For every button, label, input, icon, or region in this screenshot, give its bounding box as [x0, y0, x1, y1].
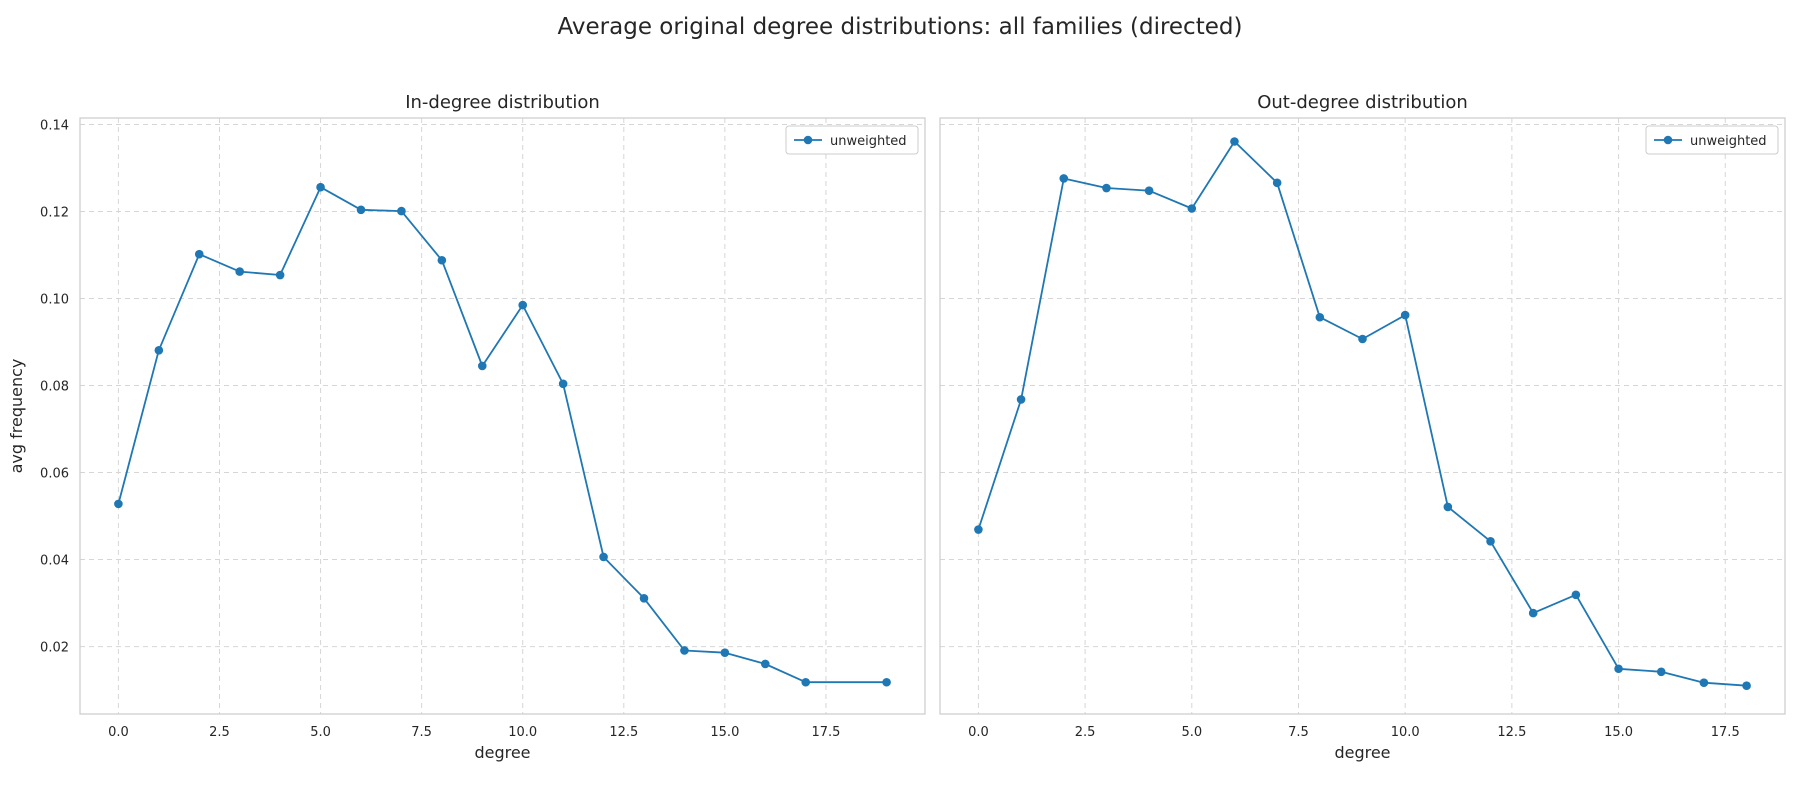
in-degree-data-point [477, 361, 487, 371]
out-degree-legend [1645, 125, 1779, 155]
in-degree-y-tick-label: 0.08 [40, 380, 69, 395]
out-degree-x-tick-label: 7.5 [1288, 725, 1309, 740]
in-degree-data-point [558, 379, 568, 389]
out-degree-x-tick-label: 10.0 [1391, 725, 1420, 740]
out-degree-data-point [1272, 178, 1282, 188]
out-degree-data-point [1358, 334, 1367, 344]
in-degree-data-point [720, 648, 730, 657]
in-degree-y-tick-label: 0.06 [40, 467, 69, 482]
out-degree-x-tick-label: 12.5 [1497, 725, 1526, 740]
in-degree-data-point [194, 249, 204, 259]
out-degree-data-point [1230, 137, 1239, 146]
out-degree-data-point [1187, 204, 1197, 213]
in-degree-data-point [356, 205, 366, 215]
in-degree-title: In-degree distribution [405, 92, 600, 113]
out-degree-axes-frame [939, 117, 1786, 715]
in-degree-data-point [599, 552, 608, 562]
in-degree-data-point [518, 300, 528, 310]
out-degree-data-point [1102, 183, 1111, 193]
in-degree-panel: 0.0 2.5 5.0 7.5 10.0 12.5 15.0 17.5 0.02 0.04 0.06… [7, 92, 926, 762]
out-degree-data-point [1614, 664, 1623, 674]
out-degree-panel: 0.0 2.5 5.0 7.5 10.0 12.5 15.0 17.5 Out-degree d… [939, 92, 1786, 762]
in-degree-y-tick-label: 0.14 [40, 119, 69, 134]
in-degree-legend [785, 125, 919, 155]
in-degree-data-point [397, 206, 406, 216]
in-degree-x-tick-label: 12.5 [609, 725, 638, 740]
in-degree-plot-area [80, 118, 925, 714]
in-degree-y-tick-label: 0.12 [40, 206, 69, 221]
out-degree-data-point [1742, 681, 1751, 691]
in-degree-x-tick-label: 10.0 [508, 725, 537, 740]
in-degree-x-tick-label: 17.5 [811, 725, 840, 740]
in-degree-data-point [760, 659, 770, 669]
in-degree-data-point [801, 677, 811, 687]
in-degree-x-tick-label: 5.0 [310, 725, 331, 740]
in-degree-data-point [154, 346, 164, 355]
out-degree-data-point [1528, 608, 1538, 618]
out-degree-data-point [1656, 667, 1666, 677]
in-degree-data-point [639, 593, 649, 603]
out-degree-x-tick-label: 0.0 [968, 725, 989, 740]
in-degree-data-point [882, 677, 891, 687]
out-degree-data-point [1443, 502, 1453, 512]
in-degree-data-point [275, 270, 285, 280]
out-degree-data-point [1400, 310, 1410, 320]
out-degree-data-point [1016, 395, 1026, 404]
out-degree-data-point [1571, 590, 1581, 600]
out-degree-x-tick-label: 2.5 [1075, 725, 1096, 740]
in-degree-x-tick-label: 0.0 [108, 725, 129, 740]
in-degree-y-tick-label: 0.04 [40, 554, 69, 569]
in-degree-axes-frame [79, 117, 926, 715]
in-degree-legend-label: unweighted [830, 134, 907, 149]
figure-suptitle: Average original degree distributions: a… [558, 14, 1243, 40]
out-degree-data-point [974, 525, 983, 534]
out-degree-data-point [1699, 678, 1709, 687]
in-degree-data-point [114, 499, 123, 509]
out-degree-x-axis-label: degree [1334, 743, 1390, 762]
out-degree-plot-area [940, 118, 1785, 714]
out-degree-x-tick-label: 5.0 [1181, 725, 1202, 740]
in-degree-data-point [680, 646, 689, 655]
in-degree-data-point [235, 267, 245, 276]
out-degree-data-point [1486, 536, 1495, 546]
out-degree-data-point [1144, 186, 1154, 195]
out-degree-data-point [1059, 174, 1069, 183]
out-degree-data-point [1315, 312, 1325, 322]
in-degree-x-axis-label: degree [474, 743, 530, 762]
out-degree-legend-marker [1663, 135, 1673, 145]
in-degree-y-tick-label: 0.02 [40, 641, 69, 656]
out-degree-title: Out-degree distribution [1257, 92, 1468, 113]
in-degree-x-tick-label: 7.5 [411, 725, 432, 740]
out-degree-x-tick-label: 17.5 [1711, 725, 1740, 740]
in-degree-legend-marker [803, 135, 813, 145]
in-degree-y-axis-label: avg frequency [7, 359, 26, 474]
in-degree-y-tick-label: 0.10 [40, 293, 69, 308]
in-degree-x-tick-label: 2.5 [209, 725, 230, 740]
in-degree-x-tick-label: 15.0 [710, 725, 739, 740]
out-degree-legend-label: unweighted [1690, 134, 1767, 149]
out-degree-x-tick-label: 15.0 [1604, 725, 1633, 740]
in-degree-data-point [437, 255, 447, 265]
in-degree-data-point [316, 182, 325, 192]
